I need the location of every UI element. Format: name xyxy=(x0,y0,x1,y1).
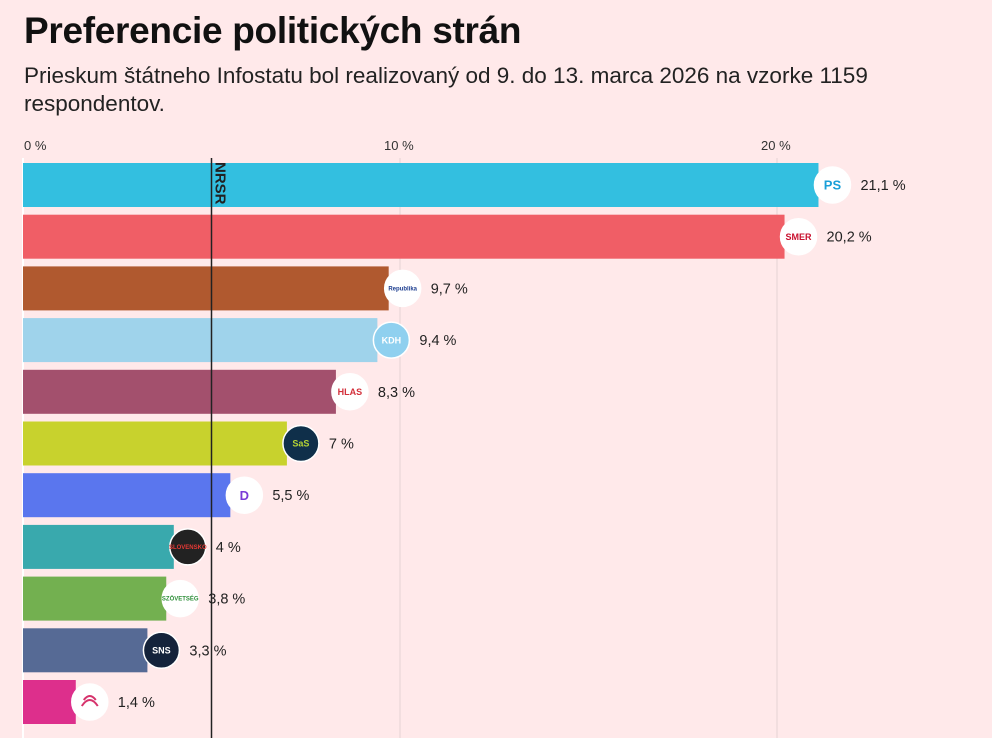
bar-row-kdh: KDH 9,4 % xyxy=(23,318,457,363)
logo-text: SMER xyxy=(786,232,813,242)
bar xyxy=(23,318,378,363)
bar xyxy=(23,266,389,311)
bar xyxy=(23,369,336,414)
logo-text: SNS xyxy=(152,645,171,655)
hlas-logo-icon: HLAS xyxy=(331,373,369,411)
logo-circle xyxy=(779,217,818,256)
bar xyxy=(23,214,785,259)
logo-circle xyxy=(225,476,264,514)
logo-circle xyxy=(161,579,200,618)
value-label: 8,3 % xyxy=(378,385,415,401)
value-label: 7 % xyxy=(329,437,354,453)
value-label: 20,2 % xyxy=(827,230,872,246)
chart-subtitle: Prieskum štátneho Infostatu bol realizov… xyxy=(24,63,868,116)
sns-logo-icon: SNS xyxy=(142,631,181,670)
logo-text: HLAS xyxy=(338,387,363,397)
bar xyxy=(23,421,287,466)
value-label: 9,4 % xyxy=(419,333,456,349)
logo-circle xyxy=(813,166,852,204)
logo-text: SLOVENSKO xyxy=(169,545,207,551)
value-label: 3,8 % xyxy=(208,592,245,608)
ps-logo-icon: PS xyxy=(813,166,852,204)
bar xyxy=(23,163,819,207)
value-label: 4 % xyxy=(216,540,241,556)
logo-circle xyxy=(282,424,320,463)
bar xyxy=(23,473,231,518)
bar-row-republika: Republika 9,7 % xyxy=(23,266,468,311)
logo-text: PS xyxy=(824,178,842,193)
demokrati-logo-icon: D xyxy=(225,476,264,514)
bar xyxy=(23,524,174,569)
logo-circle xyxy=(142,631,181,670)
reference-line-group: NRSR xyxy=(210,158,229,738)
kdh-logo-icon: KDH xyxy=(372,321,411,359)
logo-circle xyxy=(331,373,369,411)
bar-row-ps: PS 21,1 % xyxy=(23,163,906,207)
x-axis-ticks: 0 % 10 % 20 % xyxy=(24,138,791,153)
logo-circle xyxy=(71,683,109,721)
x-tick-label: 0 % xyxy=(24,138,47,153)
logo-text: D xyxy=(240,488,249,503)
logo-circle xyxy=(372,321,411,359)
x-tick-label: 20 % xyxy=(761,138,791,153)
logo-circle xyxy=(169,528,207,566)
value-label: 3,3 % xyxy=(189,643,226,659)
bar xyxy=(23,680,76,724)
logo-text: SZÖVETSÉG xyxy=(162,595,199,603)
value-label: 21,1 % xyxy=(860,178,905,194)
bar-row-demokrati: D 5,5 % xyxy=(23,473,310,518)
bar-row-smer: SMER 20,2 % xyxy=(23,214,872,259)
republika-logo-icon: Republika xyxy=(383,269,422,308)
bar-row-sas: SaS 7 % xyxy=(23,421,354,466)
bars: PS 21,1 % SMER 20,2 % Republika 9,7 % KDH 9,4 %… xyxy=(23,163,906,724)
bar-row-hlas: HLAS 8,3 % xyxy=(23,369,415,414)
x-tick-label: 10 % xyxy=(384,138,414,153)
bar-row-sns: SNS 3,3 % xyxy=(23,628,227,673)
chart-title: Preferencie politických strán xyxy=(24,10,522,51)
szovetseg-logo-icon: SZÖVETSÉG xyxy=(161,579,200,618)
hands-logo-icon xyxy=(71,683,109,721)
value-label: 9,7 % xyxy=(431,281,468,297)
bar xyxy=(23,576,167,621)
logo-text: Republika xyxy=(388,287,417,293)
logo-circle xyxy=(383,269,422,308)
nrsr-threshold-label: NRSR xyxy=(212,162,229,205)
smer-rose-logo-icon: SMER xyxy=(779,217,818,256)
value-label: 1,4 % xyxy=(118,695,155,711)
bar-row-ma-arsk-aliancia: 1,4 % xyxy=(23,680,155,724)
logo-text: SaS xyxy=(292,439,309,449)
bar xyxy=(23,628,148,673)
bar-row-sz-vets-g: SZÖVETSÉG 3,8 % xyxy=(23,576,245,621)
bar-row-hnutie-slovensko: SLOVENSKO 4 % xyxy=(23,524,241,569)
value-label: 5,5 % xyxy=(272,488,309,504)
hnutie-slovensko-logo-icon: SLOVENSKO xyxy=(169,528,207,566)
sas-logo-icon: SaS xyxy=(282,424,320,463)
logo-glyph xyxy=(80,695,99,707)
logo-text: KDH xyxy=(382,335,402,345)
